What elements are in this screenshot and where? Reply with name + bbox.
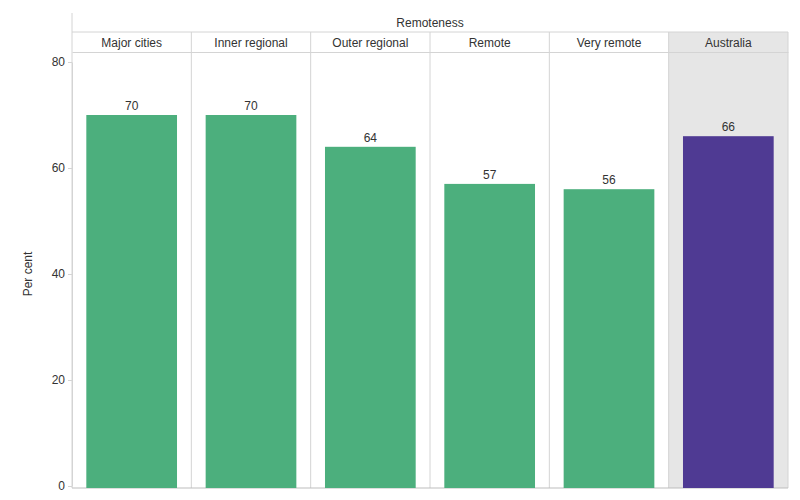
y-tick-mark: [68, 380, 72, 381]
x-axis: Major cities Inner regional Outer regional…: [73, 36, 789, 53]
panel-separator: [72, 32, 73, 488]
y-tick: 20: [52, 373, 72, 387]
bar: [564, 189, 655, 488]
y-tick-mark: [68, 486, 72, 487]
panel-separators: [72, 32, 788, 488]
x-tick-label: Australia: [705, 36, 752, 50]
x-tick-label: Major cities: [101, 36, 162, 50]
data-labels: 70 70 64 57 56 66: [125, 99, 735, 187]
x-axis-line: [73, 52, 789, 53]
bar: [325, 147, 416, 488]
panel-separator: [549, 32, 550, 488]
y-tick-mark: [68, 62, 72, 63]
y-tick-mark: [68, 274, 72, 275]
y-tick-label: 0: [58, 479, 65, 493]
y-tick-label: 20: [52, 373, 66, 387]
y-tick: 0: [58, 479, 72, 493]
y-axis-title: Per cent: [21, 251, 35, 296]
header-line: [72, 32, 788, 33]
y-tick: 40: [52, 267, 72, 281]
baseline: [72, 488, 788, 489]
y-tick: 60: [52, 161, 72, 175]
x-axis-title: Remoteness: [396, 16, 463, 30]
y-axis: 0 20 40 60 80: [52, 55, 73, 493]
x-tick-label: Outer regional: [332, 36, 408, 50]
data-label: 57: [483, 168, 497, 182]
y-tick: 80: [52, 55, 72, 69]
panel-separator: [668, 32, 669, 488]
bar: [86, 115, 177, 488]
x-tick: Inner regional: [214, 36, 287, 52]
y-tick-label: 40: [52, 267, 66, 281]
bars: [86, 115, 773, 488]
panel-background: [669, 32, 788, 488]
x-tick: Outer regional: [332, 36, 408, 52]
bar: [206, 115, 297, 488]
bar: [444, 184, 535, 488]
x-tick: Australia: [705, 36, 752, 52]
data-label: 70: [244, 99, 258, 113]
data-label: 64: [364, 131, 378, 145]
data-label: 66: [722, 120, 736, 134]
y-tick-label: 80: [52, 55, 66, 69]
x-tick-label: Very remote: [577, 36, 642, 50]
x-tick: Very remote: [577, 36, 642, 52]
header-line: [72, 13, 73, 32]
panel-separator: [191, 32, 192, 488]
x-tick: Major cities: [101, 36, 162, 52]
data-label: 70: [125, 99, 139, 113]
x-tick-label: Remote: [469, 36, 511, 50]
bar: [683, 136, 774, 488]
x-tick-label: Inner regional: [214, 36, 287, 50]
panel-separator: [788, 32, 789, 488]
panel-backgrounds: [669, 32, 788, 488]
x-tick: Remote: [469, 36, 511, 52]
panel-separator: [310, 32, 311, 488]
y-axis-line: [72, 63, 73, 487]
y-tick-mark: [68, 168, 72, 169]
data-label: 56: [602, 173, 616, 187]
chart: Remoteness Major cities Inner regional Oute…: [0, 0, 800, 500]
panel-separator: [430, 32, 431, 488]
y-tick-label: 60: [52, 161, 66, 175]
